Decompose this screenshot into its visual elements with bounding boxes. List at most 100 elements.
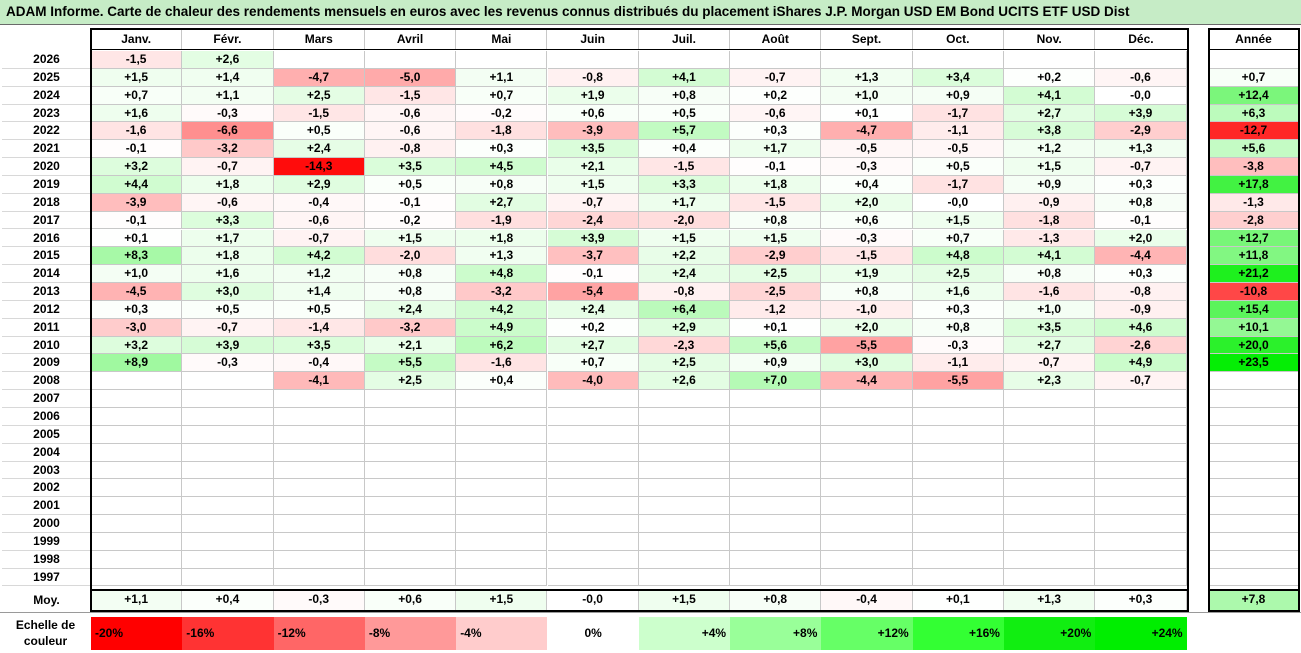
heatmap-cell: +2,2 (638, 247, 731, 266)
heatmap-cell: -3,2 (364, 318, 457, 337)
heatmap-cell: +0,5 (182, 300, 274, 319)
heatmap-cell: +2,5 (638, 354, 731, 373)
heatmap-cell: -5,5 (821, 336, 913, 355)
heatmap-cell: +1,4 (182, 68, 274, 87)
heatmap-cell (638, 51, 731, 69)
heatmap-cell (91, 550, 183, 569)
heatmap-cell: +0,6 (547, 104, 639, 123)
heatmap-cell (364, 390, 457, 408)
year-label: 2002 (2, 479, 91, 498)
heatmap-cell: +0,8 (730, 211, 822, 230)
heatmap-cell: +1,5 (1004, 158, 1096, 176)
year-label: 2006 (2, 408, 91, 426)
heatmap-cell (273, 425, 365, 444)
heatmap-cell (547, 479, 639, 498)
year-label: 2000 (2, 515, 91, 533)
month-header: Mai (456, 29, 548, 50)
heatmap-cell (821, 51, 913, 69)
color-scale-swatch: +16% (912, 617, 1004, 650)
heatmap-cell: +1,6 (912, 283, 1004, 301)
heatmap-cell: +8,3 (91, 247, 183, 266)
heatmap-cell: -1,5 (364, 86, 457, 105)
color-scale-swatch: -20% (91, 617, 183, 650)
heatmap-cell (456, 390, 548, 408)
chart-title: ADAM Informe. Carte de chaleur des rende… (0, 0, 1301, 25)
average-label: Moy. (33, 593, 60, 607)
heatmap-cell (182, 568, 274, 587)
heatmap-cell (182, 372, 274, 391)
heatmap-cell (91, 532, 183, 551)
heatmap-cell: +0,1 (821, 104, 913, 123)
heatmap-cell (273, 532, 365, 551)
heatmap-cell: +2,7 (456, 193, 548, 212)
heatmap-cell: -1,2 (730, 300, 822, 319)
heatmap-cell: -1,0 (821, 300, 913, 319)
heatmap-cell: -0,7 (730, 68, 822, 87)
heatmap-cell: -6,6 (182, 122, 274, 141)
annual-cell: +17,8 (1209, 175, 1298, 194)
heatmap-cell: -0,1 (547, 265, 639, 284)
heatmap-cell: -1,3 (1004, 229, 1096, 248)
average-cell: +1,3 (1004, 590, 1096, 610)
heatmap-cell: +0,6 (821, 211, 913, 230)
heatmap-cell (91, 408, 183, 426)
heatmap-cell: -0,6 (730, 104, 822, 123)
annual-cell (1209, 443, 1298, 462)
heatmap-cell (1095, 461, 1187, 480)
year-label: 2003 (2, 462, 91, 480)
heatmap-cell: -0,1 (91, 140, 183, 159)
heatmap-cell (730, 479, 822, 498)
average-cell: -0,0 (547, 590, 639, 610)
heatmap-cell (730, 390, 822, 408)
heatmap-cell: +3,5 (547, 140, 639, 159)
month-header: Févr. (182, 29, 274, 50)
heatmap-cell (730, 408, 822, 426)
heatmap-cell (1004, 568, 1096, 587)
heatmap-cell: +3,8 (1004, 122, 1096, 141)
heatmap-cell: +7,0 (730, 372, 822, 391)
heatmap-cell: -0,2 (364, 211, 457, 230)
average-cell: +0,3 (1095, 590, 1187, 610)
heatmap-cell: +1,5 (91, 68, 183, 87)
heatmap-cell: -0,3 (821, 229, 913, 248)
heatmap-cell: +2,0 (1095, 229, 1187, 248)
heatmap-cell: -0,7 (1095, 372, 1187, 391)
heatmap-cell: +3,9 (547, 229, 639, 248)
year-label: 2009 (2, 354, 91, 373)
heatmap-cell (638, 479, 731, 498)
heatmap-cell: +1,1 (182, 86, 274, 105)
heatmap-cell (456, 51, 548, 69)
heatmap-cell: +0,9 (730, 354, 822, 373)
annual-cell (1209, 532, 1298, 551)
heatmap-cell (1095, 390, 1187, 408)
heatmap-cell: +1,9 (547, 86, 639, 105)
annual-cell: +5,6 (1209, 140, 1298, 159)
month-header: Sept. (821, 29, 913, 50)
heatmap-cell (364, 532, 457, 551)
heatmap-cell: +1,8 (182, 247, 274, 266)
average-cell: +0,6 (364, 590, 457, 610)
heatmap-cell: -2,0 (364, 247, 457, 266)
heatmap-cell (273, 568, 365, 587)
heatmap-cell: -0,7 (273, 229, 365, 248)
heatmap-cell: -3,2 (182, 140, 274, 159)
heatmap-cell (273, 550, 365, 569)
heatmap-cell: -5,0 (364, 68, 457, 87)
heatmap-cell (91, 479, 183, 498)
heatmap-cell: +4,5 (456, 158, 548, 176)
heatmap-cell: -0,6 (182, 193, 274, 212)
heatmap-cell (1004, 408, 1096, 426)
heatmap-cell (273, 51, 365, 69)
heatmap-cell: -0,7 (1004, 354, 1096, 373)
annual-cell: +12,7 (1209, 229, 1298, 248)
heatmap-cell (547, 515, 639, 533)
heatmap-cell (364, 425, 457, 444)
average-divider (91, 589, 1187, 591)
heatmap-cell: +0,5 (273, 122, 365, 141)
color-scale-swatch: -8% (364, 617, 457, 650)
annual-cell: -10,8 (1209, 283, 1298, 301)
heatmap-cell: +3,5 (1004, 318, 1096, 337)
heatmap-cell (821, 390, 913, 408)
heatmap-cell: +0,4 (638, 140, 731, 159)
heatmap-cell: -0,8 (547, 68, 639, 87)
